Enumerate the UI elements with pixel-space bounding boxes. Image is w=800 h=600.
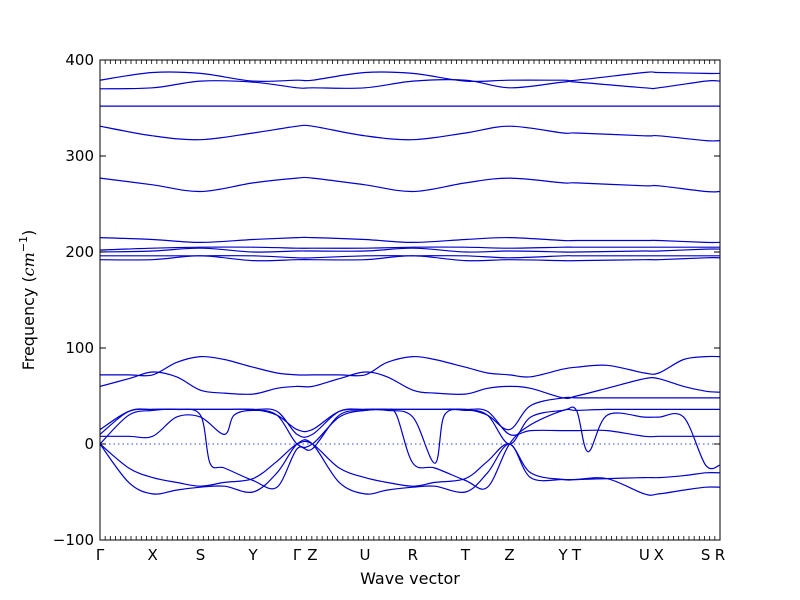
band-line-17 [100,79,720,90]
band-line-10 [100,255,720,259]
y-axis-label-text: Frequency [19,288,38,371]
x-tick-label: Y [248,546,259,564]
x-tick-label: Γ [293,546,302,564]
x-tick-label: X [654,546,664,564]
band-line-8 [100,355,720,378]
x-tick-label: U [360,546,371,564]
x-minor-ticks [99,60,721,540]
x-tick-label: S [701,546,711,564]
y-tick-label: 400 [65,51,94,69]
x-tick-label: T [571,546,582,564]
band-line-14 [100,176,720,193]
y-axis-unit-exponent: −1 [17,236,30,252]
x-tick-label: U [639,546,650,564]
x-tick-label: R [408,546,418,564]
band-line-7 [100,371,720,399]
y-tick-label: 200 [65,243,94,261]
y-axis-ticks: −100 0 100 200 300 400 [53,51,720,549]
band-line-12 [100,246,720,251]
band-line-13 [100,236,720,244]
y-axis-label: Frequency (cm−1) [17,230,38,371]
x-tick-label: S [196,546,206,564]
y-tick-label: 0 [84,435,94,453]
band-line-6 [100,396,720,433]
x-tick-label: T [460,546,471,564]
x-axis-label: Wave vector [360,569,460,588]
band-line-3 [100,408,720,490]
band-line-9 [100,255,720,262]
bands-group [100,71,720,496]
plot-frame [99,59,721,541]
y-tick-label: 100 [65,339,94,357]
band-line-18 [100,71,720,83]
x-tick-label: Y [558,546,569,564]
band-line-2 [100,440,720,487]
y-tick-label: 300 [65,147,94,165]
band-line-15 [100,124,720,142]
x-tick-label: Γ [96,546,105,564]
y-tick-label: −100 [53,531,94,549]
x-tick-label: X [147,546,157,564]
x-tick-label: R [715,546,725,564]
band-line-11 [100,247,720,253]
x-tick-label: Z [307,546,317,564]
y-axis-unit: cm [19,252,38,276]
band-line-1 [100,439,720,496]
x-tick-label: Z [504,546,514,564]
